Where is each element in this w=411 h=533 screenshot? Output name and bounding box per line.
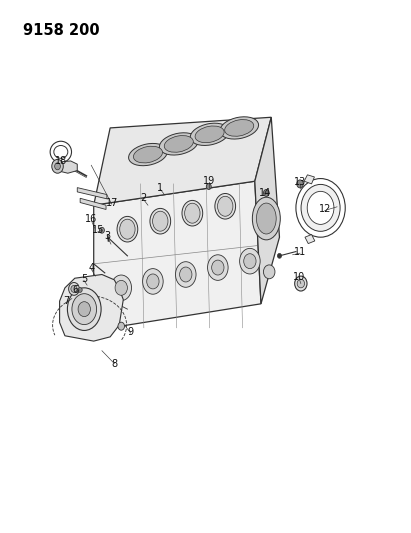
Ellipse shape	[244, 254, 256, 269]
Ellipse shape	[117, 216, 138, 242]
Ellipse shape	[215, 193, 236, 219]
Text: 9158 200: 9158 200	[23, 23, 99, 38]
Polygon shape	[305, 235, 315, 244]
Text: 5: 5	[81, 274, 87, 284]
Ellipse shape	[69, 282, 79, 295]
Ellipse shape	[297, 180, 303, 188]
Text: 17: 17	[106, 198, 118, 207]
Ellipse shape	[212, 260, 224, 275]
Polygon shape	[94, 181, 261, 330]
Ellipse shape	[296, 179, 345, 237]
Ellipse shape	[150, 208, 171, 234]
Ellipse shape	[52, 159, 63, 173]
Ellipse shape	[263, 265, 275, 279]
Ellipse shape	[55, 163, 60, 170]
Text: 7: 7	[63, 296, 70, 306]
Ellipse shape	[159, 133, 198, 155]
Ellipse shape	[54, 146, 68, 158]
Ellipse shape	[190, 123, 229, 146]
Ellipse shape	[208, 255, 228, 280]
Ellipse shape	[220, 117, 259, 139]
Text: 12: 12	[319, 204, 331, 214]
Ellipse shape	[252, 197, 280, 240]
Text: 6: 6	[72, 286, 78, 295]
Ellipse shape	[297, 279, 305, 288]
Ellipse shape	[143, 269, 163, 294]
Text: 11: 11	[294, 247, 306, 256]
Ellipse shape	[307, 191, 334, 224]
Ellipse shape	[295, 276, 307, 291]
Ellipse shape	[182, 200, 203, 226]
Polygon shape	[94, 117, 271, 205]
Polygon shape	[80, 198, 106, 209]
Ellipse shape	[180, 267, 192, 282]
Ellipse shape	[129, 143, 167, 166]
Ellipse shape	[301, 184, 340, 231]
Ellipse shape	[206, 183, 211, 189]
Text: 19: 19	[203, 176, 215, 186]
Ellipse shape	[120, 219, 135, 239]
Text: 9: 9	[128, 327, 134, 336]
Ellipse shape	[99, 228, 104, 233]
Text: 1: 1	[157, 183, 163, 192]
Ellipse shape	[175, 262, 196, 287]
Ellipse shape	[263, 189, 269, 196]
Text: 18: 18	[55, 156, 67, 166]
Text: 4: 4	[88, 263, 94, 272]
Ellipse shape	[152, 211, 168, 231]
Text: 15: 15	[92, 225, 104, 235]
Ellipse shape	[134, 146, 162, 163]
Text: 14: 14	[259, 188, 271, 198]
Ellipse shape	[225, 119, 254, 136]
Text: 8: 8	[111, 359, 117, 368]
Ellipse shape	[111, 275, 132, 301]
Ellipse shape	[195, 126, 224, 143]
Ellipse shape	[147, 274, 159, 289]
Ellipse shape	[78, 302, 90, 317]
Ellipse shape	[256, 203, 276, 234]
Ellipse shape	[240, 248, 260, 274]
Polygon shape	[255, 117, 279, 304]
Ellipse shape	[277, 253, 282, 258]
Ellipse shape	[164, 135, 193, 152]
Text: 10: 10	[293, 272, 305, 282]
Ellipse shape	[78, 288, 82, 292]
Polygon shape	[304, 175, 314, 184]
Text: 16: 16	[85, 214, 97, 223]
Polygon shape	[60, 274, 123, 341]
Ellipse shape	[72, 294, 97, 325]
Polygon shape	[77, 188, 107, 199]
Ellipse shape	[118, 322, 125, 330]
Text: 2: 2	[141, 193, 147, 203]
Ellipse shape	[185, 203, 200, 223]
Ellipse shape	[115, 280, 127, 295]
Ellipse shape	[50, 141, 72, 163]
Text: 13: 13	[294, 177, 306, 187]
Ellipse shape	[217, 196, 233, 216]
Polygon shape	[53, 161, 77, 173]
Text: 3: 3	[105, 231, 111, 240]
Ellipse shape	[71, 286, 77, 292]
Ellipse shape	[67, 288, 101, 330]
